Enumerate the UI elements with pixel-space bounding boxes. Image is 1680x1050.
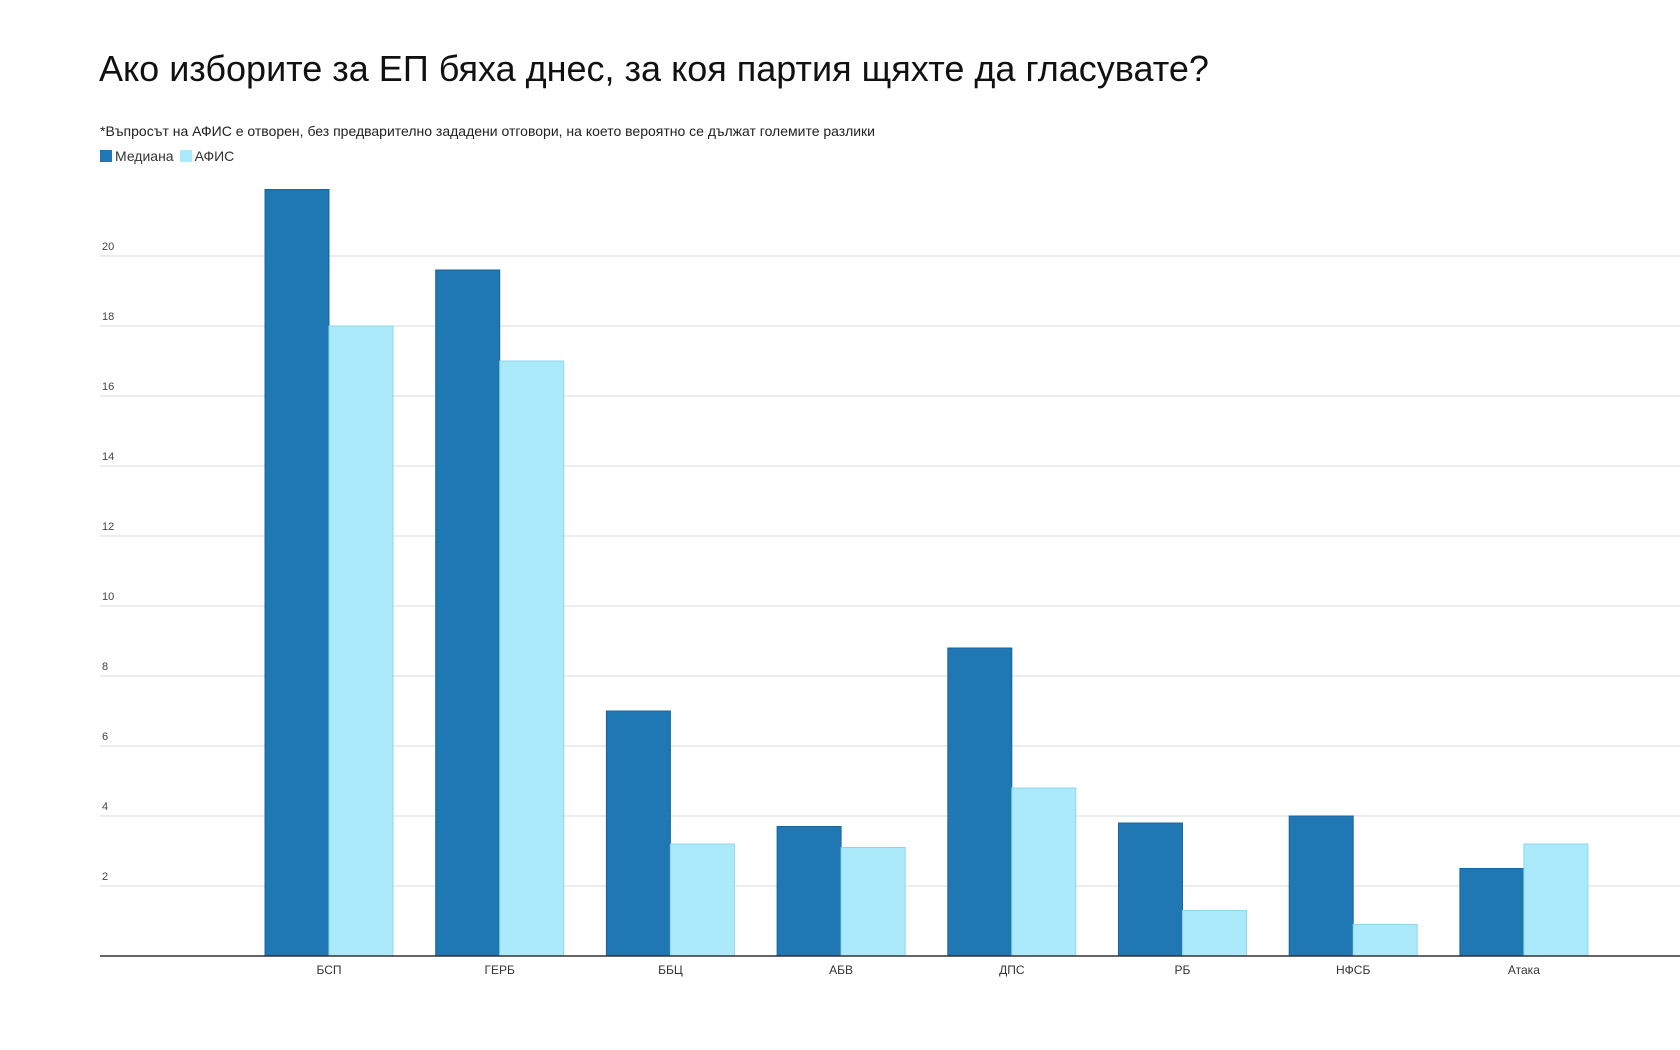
y-tick-label-18: 18 (102, 311, 114, 323)
legend-swatch-afis (179, 150, 192, 162)
bar-mediana-0 (264, 189, 330, 957)
x-tick-label-0: БСП (316, 963, 341, 977)
x-tick-label-7: Атака (1508, 963, 1540, 977)
legend-label-mediana: Медиана (115, 148, 174, 164)
x-tick-label-2: ББЦ (658, 963, 683, 977)
x-tick-label-6: НФСБ (1336, 963, 1370, 977)
bar-mediana-7 (1459, 868, 1525, 957)
y-tick-label-14: 14 (102, 451, 114, 463)
chart-subtitle: *Въпросът на АФИС е отворен, без предвар… (100, 123, 876, 139)
bar-afis-2 (669, 843, 735, 957)
y-tick-label-6: 6 (102, 731, 108, 743)
y-tick-label-8: 8 (102, 661, 108, 673)
bar-afis-3 (840, 847, 906, 957)
x-tick-label-3: АБВ (829, 963, 853, 977)
y-tick-label-12: 12 (102, 521, 114, 533)
bar-mediana-4 (947, 647, 1013, 957)
bar-afis-1 (499, 360, 565, 957)
bar-afis-0 (328, 325, 394, 957)
y-tick-label-10: 10 (102, 591, 114, 603)
bar-mediana-3 (776, 826, 842, 957)
bar-mediana-5 (1118, 822, 1183, 957)
x-tick-label-4: ДПС (999, 963, 1025, 977)
bar-mediana-6 (1288, 815, 1354, 957)
bar-mediana-2 (605, 710, 671, 957)
bar-afis-6 (1352, 924, 1418, 957)
y-tick-label-4: 4 (102, 801, 108, 813)
legend-item-afis[interactable]: АФИС (179, 148, 235, 164)
legend-swatch-mediana (100, 150, 112, 162)
y-tick-label-20: 20 (102, 241, 114, 253)
x-tick-label-5: РБ (1175, 963, 1191, 977)
bar-afis-5 (1182, 910, 1247, 957)
y-tick-label-2: 2 (102, 871, 108, 883)
y-tick-label-16: 16 (102, 381, 114, 393)
bar-afis-7 (1523, 843, 1589, 957)
legend-item-mediana[interactable]: Медиана (100, 148, 174, 164)
bar-afis-4 (1011, 787, 1077, 957)
x-tick-label-1: ГЕРБ (485, 963, 516, 977)
chart-legend: Медиана АФИС (100, 148, 240, 164)
bar-mediana-1 (435, 269, 501, 957)
chart-title: Ако изборите за ЕП бяха днес, за коя пар… (99, 48, 1209, 89)
legend-label-afis: АФИС (194, 148, 235, 164)
